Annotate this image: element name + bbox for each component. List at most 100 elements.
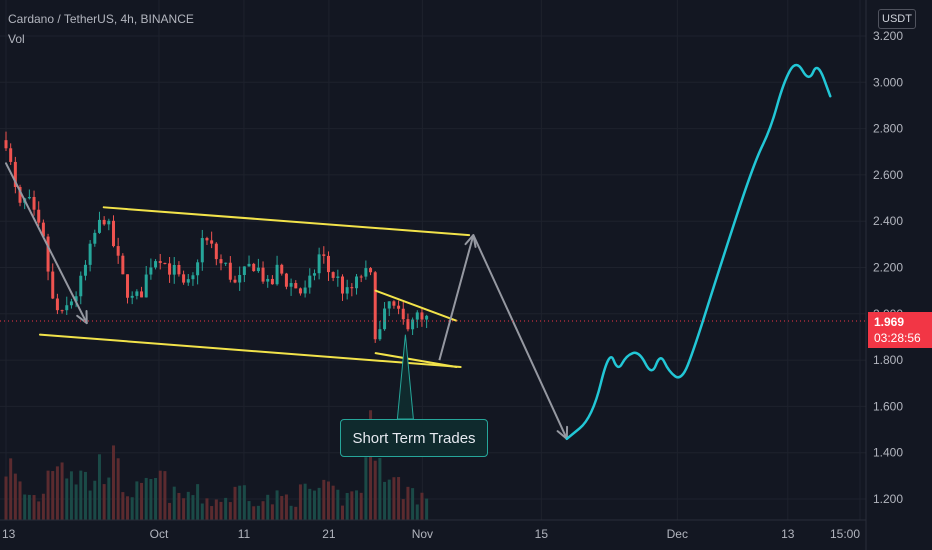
candle-body: [383, 308, 387, 330]
candle-body: [27, 196, 31, 199]
candle-body: [345, 287, 349, 294]
volume-bar: [79, 470, 83, 520]
candle-body: [219, 259, 223, 264]
candle-body: [224, 262, 228, 264]
candle-body: [256, 267, 260, 272]
price-tick-label: 2.600: [873, 168, 903, 182]
volume-bar: [289, 505, 293, 520]
volume-bar: [387, 479, 391, 520]
candle-body: [210, 240, 214, 244]
candle-body: [51, 271, 55, 299]
time-axis[interactable]: 13 Oct 11 21 Nov 15 Dec 13 15:00: [2, 527, 860, 541]
volume-bar: [214, 499, 218, 520]
volume-bar: [294, 506, 298, 520]
candle-body: [126, 274, 130, 298]
candle-body: [308, 275, 312, 288]
volume-bar: [411, 488, 415, 520]
candle-body: [191, 275, 195, 280]
volume-bar: [182, 498, 186, 520]
volume-bar: [355, 490, 359, 520]
chart-title: Cardano / TetherUS, 4h, BINANCE: [8, 12, 194, 26]
volume-bar: [158, 470, 162, 520]
candle-body: [406, 319, 410, 330]
volume-bar: [373, 460, 377, 520]
candle-body: [415, 312, 419, 320]
short-term-trades-callout[interactable]: Short Term Trades: [340, 419, 488, 457]
candle-body: [88, 243, 92, 265]
candle-body: [140, 291, 144, 298]
candle-body: [294, 283, 298, 289]
candle-body: [163, 262, 167, 264]
candle-body: [158, 261, 162, 263]
candle-body: [238, 275, 242, 283]
candle-body: [280, 264, 284, 274]
price-tick-label: 2.400: [873, 214, 903, 228]
volume-bar: [261, 501, 265, 520]
arrow-down-left: [5, 162, 88, 325]
volume-bar: [233, 486, 237, 520]
volume-bar: [116, 458, 120, 520]
candle-body: [261, 267, 265, 282]
volume-bar: [18, 481, 22, 520]
candle-body: [205, 238, 209, 241]
volume-bar: [177, 492, 181, 520]
candle-body: [420, 312, 424, 320]
candle-body: [37, 209, 41, 223]
candle-body: [149, 267, 153, 275]
volume-bar: [135, 481, 139, 520]
candle-body: [4, 140, 8, 149]
volume-bar: [308, 488, 312, 520]
channel-lower-line: [38, 333, 462, 369]
candle-body: [364, 268, 368, 277]
volume-bar: [242, 485, 246, 520]
volume-bar: [341, 505, 345, 520]
volume-bar: [270, 504, 274, 520]
volume-bar: [256, 505, 260, 520]
candle-body: [154, 261, 158, 268]
candle-body: [359, 276, 363, 278]
candle-body: [79, 275, 83, 297]
volume-bar: [191, 495, 195, 520]
candle-body: [247, 263, 251, 267]
currency-button[interactable]: USDT: [878, 9, 916, 29]
candle-body: [317, 254, 321, 274]
volume-bar: [74, 484, 78, 520]
candle-body: [200, 238, 204, 263]
candle-body: [312, 273, 316, 276]
volume-bar: [280, 496, 284, 520]
candle-body: [172, 264, 176, 275]
volume-bar: [46, 470, 50, 520]
candle-body: [144, 274, 148, 298]
candle-body: [130, 295, 134, 298]
volume-bar: [65, 478, 69, 520]
volume-bar: [252, 506, 256, 520]
candle-body: [102, 219, 106, 225]
time-tick-label: 13: [2, 527, 16, 541]
volume-bar: [168, 502, 172, 520]
volume-bar: [51, 471, 55, 520]
volume-bar: [121, 492, 125, 520]
volume-bar: [364, 457, 368, 520]
bar-countdown: 03:28:56: [874, 331, 921, 345]
time-tick-label: 11: [238, 527, 251, 541]
volume-bar: [23, 494, 27, 520]
volume-bar: [41, 493, 45, 520]
volume-bar: [88, 490, 92, 520]
candle-body: [289, 283, 293, 287]
volume-bar: [415, 504, 419, 520]
candle-body: [322, 254, 326, 256]
time-tick-label: 15: [535, 527, 549, 541]
volume-bar: [331, 485, 335, 520]
candle-body: [74, 296, 78, 302]
volume-bar: [154, 477, 158, 520]
candle-body: [341, 276, 345, 294]
volume-bar: [298, 484, 302, 520]
candle-body: [392, 301, 396, 306]
price-tick-label: 1.600: [873, 399, 903, 413]
volume-bar: [266, 494, 270, 520]
candle-body: [275, 264, 279, 285]
candlestick-series: [4, 131, 429, 343]
candle-body: [186, 279, 190, 283]
time-tick-label: 13: [781, 527, 795, 541]
